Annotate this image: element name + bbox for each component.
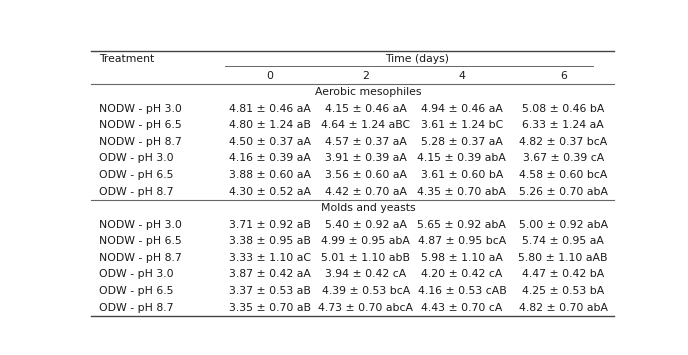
Text: 3.35 ± 0.70 aB: 3.35 ± 0.70 aB xyxy=(229,302,311,312)
Text: 4.16 ± 0.39 aA: 4.16 ± 0.39 aA xyxy=(229,153,311,163)
Text: 3.33 ± 1.10 aC: 3.33 ± 1.10 aC xyxy=(229,253,311,263)
Text: 4.42 ± 0.70 aA: 4.42 ± 0.70 aA xyxy=(325,187,407,197)
Text: 5.65 ± 0.92 abA: 5.65 ± 0.92 abA xyxy=(418,220,506,230)
Text: 4.47 ± 0.42 bA: 4.47 ± 0.42 bA xyxy=(522,269,604,279)
Text: 5.98 ± 1.10 aA: 5.98 ± 1.10 aA xyxy=(421,253,503,263)
Text: NODW - pH 8.7: NODW - pH 8.7 xyxy=(99,253,182,263)
Text: 3.37 ± 0.53 aB: 3.37 ± 0.53 aB xyxy=(229,286,311,296)
Text: 4.94 ± 0.46 aA: 4.94 ± 0.46 aA xyxy=(421,104,503,114)
Text: 4.15 ± 0.46 aA: 4.15 ± 0.46 aA xyxy=(325,104,407,114)
Text: 3.38 ± 0.95 aB: 3.38 ± 0.95 aB xyxy=(229,236,311,246)
Text: 3.94 ± 0.42 cA: 3.94 ± 0.42 cA xyxy=(325,269,407,279)
Text: 5.74 ± 0.95 aA: 5.74 ± 0.95 aA xyxy=(522,236,604,246)
Text: 6: 6 xyxy=(560,71,567,81)
Text: 5.08 ± 0.46 bA: 5.08 ± 0.46 bA xyxy=(522,104,604,114)
Text: 2: 2 xyxy=(363,71,369,81)
Text: 4.82 ± 0.37 bcA: 4.82 ± 0.37 bcA xyxy=(519,137,608,147)
Text: 4.43 ± 0.70 cA: 4.43 ± 0.70 cA xyxy=(421,302,503,312)
Text: 4.50 ± 0.37 aA: 4.50 ± 0.37 aA xyxy=(229,137,311,147)
Text: ODW - pH 6.5: ODW - pH 6.5 xyxy=(99,170,174,180)
Text: ODW - pH 8.7: ODW - pH 8.7 xyxy=(99,187,174,197)
Text: 3.56 ± 0.60 aA: 3.56 ± 0.60 aA xyxy=(325,170,407,180)
Text: 4.80 ± 1.24 aB: 4.80 ± 1.24 aB xyxy=(229,120,311,130)
Text: ODW - pH 6.5: ODW - pH 6.5 xyxy=(99,286,174,296)
Text: Time (days): Time (days) xyxy=(385,54,449,64)
Text: 4.20 ± 0.42 cA: 4.20 ± 0.42 cA xyxy=(421,269,503,279)
Text: 4.57 ± 0.37 aA: 4.57 ± 0.37 aA xyxy=(325,137,407,147)
Text: 4.39 ± 0.53 bcA: 4.39 ± 0.53 bcA xyxy=(322,286,410,296)
Text: 3.61 ± 1.24 bC: 3.61 ± 1.24 bC xyxy=(421,120,503,130)
Text: NODW - pH 3.0: NODW - pH 3.0 xyxy=(99,104,182,114)
Text: Treatment: Treatment xyxy=(99,54,155,64)
Text: 4.82 ± 0.70 abA: 4.82 ± 0.70 abA xyxy=(519,302,608,312)
Text: Aerobic mesophiles: Aerobic mesophiles xyxy=(315,87,422,97)
Text: 3.71 ± 0.92 aB: 3.71 ± 0.92 aB xyxy=(229,220,311,230)
Text: 5.26 ± 0.70 abA: 5.26 ± 0.70 abA xyxy=(519,187,608,197)
Text: ODW - pH 3.0: ODW - pH 3.0 xyxy=(99,153,174,163)
Text: NODW - pH 3.0: NODW - pH 3.0 xyxy=(99,220,182,230)
Text: 3.91 ± 0.39 aA: 3.91 ± 0.39 aA xyxy=(325,153,407,163)
Text: 4: 4 xyxy=(458,71,465,81)
Text: 3.61 ± 0.60 bA: 3.61 ± 0.60 bA xyxy=(421,170,503,180)
Text: 4.99 ± 0.95 abA: 4.99 ± 0.95 abA xyxy=(321,236,410,246)
Text: NODW - pH 6.5: NODW - pH 6.5 xyxy=(99,120,182,130)
Text: 4.16 ± 0.53 cAB: 4.16 ± 0.53 cAB xyxy=(418,286,506,296)
Text: 4.73 ± 0.70 abcA: 4.73 ± 0.70 abcA xyxy=(319,302,413,312)
Text: ODW - pH 3.0: ODW - pH 3.0 xyxy=(99,269,174,279)
Text: 5.01 ± 1.10 abB: 5.01 ± 1.10 abB xyxy=(321,253,411,263)
Text: 4.25 ± 0.53 bA: 4.25 ± 0.53 bA xyxy=(522,286,604,296)
Text: NODW - pH 8.7: NODW - pH 8.7 xyxy=(99,137,182,147)
Text: 4.30 ± 0.52 aA: 4.30 ± 0.52 aA xyxy=(229,187,311,197)
Text: 5.40 ± 0.92 aA: 5.40 ± 0.92 aA xyxy=(325,220,407,230)
Text: 4.15 ± 0.39 abA: 4.15 ± 0.39 abA xyxy=(418,153,506,163)
Text: 4.64 ± 1.24 aBC: 4.64 ± 1.24 aBC xyxy=(321,120,411,130)
Text: 3.88 ± 0.60 aA: 3.88 ± 0.60 aA xyxy=(229,170,311,180)
Text: 4.58 ± 0.60 bcA: 4.58 ± 0.60 bcA xyxy=(519,170,608,180)
Text: 3.67 ± 0.39 cA: 3.67 ± 0.39 cA xyxy=(523,153,604,163)
Text: 5.80 ± 1.10 aAB: 5.80 ± 1.10 aAB xyxy=(519,253,608,263)
Text: ODW - pH 8.7: ODW - pH 8.7 xyxy=(99,302,174,312)
Text: 6.33 ± 1.24 aA: 6.33 ± 1.24 aA xyxy=(522,120,604,130)
Text: 3.87 ± 0.42 aA: 3.87 ± 0.42 aA xyxy=(229,269,311,279)
Text: NODW - pH 6.5: NODW - pH 6.5 xyxy=(99,236,182,246)
Text: 4.35 ± 0.70 abA: 4.35 ± 0.70 abA xyxy=(418,187,506,197)
Text: Molds and yeasts: Molds and yeasts xyxy=(321,203,416,213)
Text: 5.28 ± 0.37 aA: 5.28 ± 0.37 aA xyxy=(421,137,503,147)
Text: 4.81 ± 0.46 aA: 4.81 ± 0.46 aA xyxy=(229,104,311,114)
Text: 5.00 ± 0.92 abA: 5.00 ± 0.92 abA xyxy=(519,220,608,230)
Text: 4.87 ± 0.95 bcA: 4.87 ± 0.95 bcA xyxy=(418,236,506,246)
Text: 0: 0 xyxy=(266,71,273,81)
